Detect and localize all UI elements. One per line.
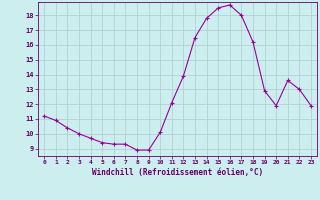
X-axis label: Windchill (Refroidissement éolien,°C): Windchill (Refroidissement éolien,°C) [92, 168, 263, 177]
